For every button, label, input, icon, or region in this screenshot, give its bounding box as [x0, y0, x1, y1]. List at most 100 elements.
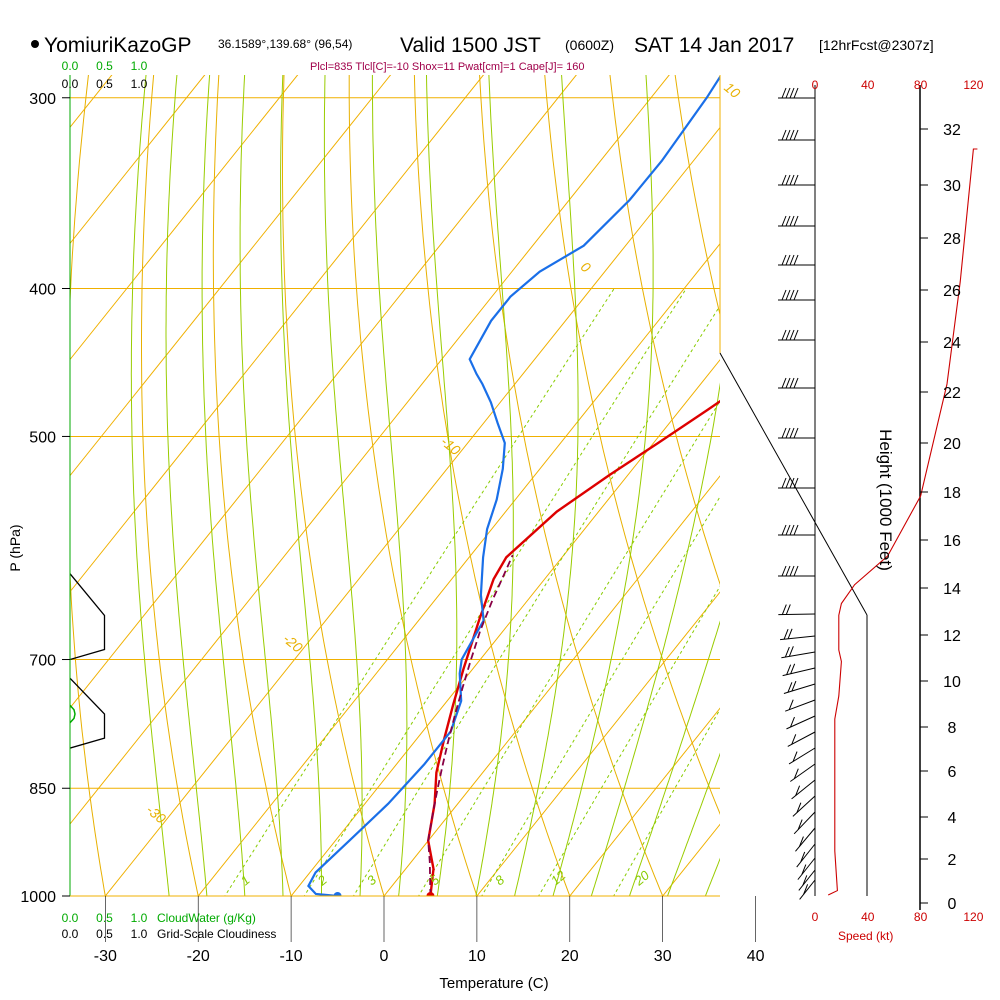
moist-adiabat-line — [165, 75, 208, 896]
mixing-ratio-label: 1 — [238, 872, 253, 888]
dry-adiabat-line — [609, 75, 720, 586]
wind-barb-flag — [785, 565, 791, 577]
wind-barb-flag — [793, 129, 799, 141]
wind-barb-flag — [793, 329, 799, 341]
isotherm-line — [197, 242, 720, 896]
height-tick-label: 6 — [948, 764, 957, 781]
valid-time-utc: (0600Z) — [565, 37, 614, 53]
dry-adiabat-label: -20 — [280, 630, 306, 655]
bottom-speed-tick: 40 — [861, 910, 875, 924]
dewpoint-line — [307, 75, 720, 896]
moist-adiabat-line — [475, 75, 514, 896]
height-tick-label: 14 — [943, 581, 961, 598]
wind-barb-flag — [793, 524, 799, 536]
stability-indices: Plcl=835 Tlcl[C]=-10 Shox=11 Pwat[cm]=1 … — [310, 61, 584, 73]
dry-adiabat-label: 0 — [578, 258, 594, 275]
wind-barb-flag — [791, 734, 797, 745]
wind-barb-staff — [791, 779, 816, 800]
wind-barb-flag — [793, 254, 799, 266]
wind-barb-flag — [781, 215, 787, 227]
wind-barb-flag — [781, 565, 787, 577]
sounding-series — [307, 75, 720, 896]
wind-barb-flag — [798, 836, 804, 847]
isotherm-line — [476, 591, 720, 896]
wind-barb-flag — [802, 875, 808, 886]
thermo-plot-area — [70, 0, 1000, 928]
wind-barb-flag — [801, 864, 807, 875]
height-tick-label: 32 — [943, 122, 961, 139]
wind-barb-flag — [793, 215, 799, 227]
isotherm-line — [290, 359, 720, 896]
height-tick-label: 10 — [943, 674, 961, 691]
surface-temperature-point — [426, 892, 435, 896]
bottom-cloud-water-tick: 1.0 — [131, 911, 148, 925]
cloudiness-label: Grid-Scale Cloudiness — [157, 927, 276, 941]
valid-date: SAT 14 Jan 2017 — [634, 34, 794, 57]
wind-barb-flag — [785, 87, 791, 99]
wind-barb-flag — [785, 254, 791, 266]
moist-adiabat-line — [590, 382, 720, 896]
dry-adiabat-line — [970, 0, 1000, 928]
wind-barb-flag — [788, 646, 794, 657]
wind-barb-staff — [797, 857, 816, 880]
isotherm-line — [70, 75, 485, 593]
wind-barb-staff — [780, 635, 816, 641]
wind-barb-flag — [790, 663, 796, 674]
moist-adiabat-line — [201, 75, 246, 896]
isotherm-line — [70, 75, 113, 129]
top-cloud-water-tick: 1.0 — [131, 59, 148, 73]
wind-barb-staff — [781, 651, 816, 659]
height-tick-label: 20 — [943, 436, 961, 453]
wind-barb-staff — [786, 715, 816, 730]
dry-adiabat-label: -30 — [143, 801, 169, 826]
mixing-ratio-line — [418, 400, 720, 896]
dry-adiabat-line — [908, 0, 1000, 928]
dry-adiabat-line — [544, 75, 720, 816]
wind-barb-flag — [789, 329, 795, 341]
bottom-speed-tick: 120 — [963, 910, 983, 924]
top-speed-tick: 0 — [812, 78, 819, 92]
moist-adiabat-line — [371, 75, 408, 896]
height-tick-label: 12 — [943, 628, 961, 645]
top-cloudiness-tick: 0.0 — [62, 77, 79, 91]
moist-adiabat-line — [552, 75, 654, 896]
moist-adiabat-line — [514, 75, 579, 896]
moist-adiabat-line — [130, 75, 170, 896]
height-tick-label: 16 — [943, 533, 961, 550]
wind-barb-flag — [781, 289, 787, 301]
wind-barb-flag — [786, 664, 792, 675]
top-cloud-water-tick: 0.5 — [96, 59, 113, 73]
pressure-tick-label: 400 — [29, 281, 56, 298]
y-axis-label: P (hPa) — [7, 524, 23, 571]
dry-adiabat-line — [479, 75, 664, 896]
wind-barb-flag — [781, 377, 787, 389]
mixing-ratio-line — [352, 304, 720, 896]
height-tick-label: 26 — [943, 283, 961, 300]
dry-adiabat-line — [70, 75, 106, 896]
height-tick-label: 2 — [948, 852, 957, 869]
wind-barb-flag — [785, 477, 791, 489]
height-tick-label: 4 — [948, 810, 957, 827]
wind-barb-flag — [793, 174, 799, 186]
forecast-label: [12hrFcst@2307z] — [819, 37, 934, 53]
moist-adiabat-line — [666, 752, 720, 896]
wind-barb-flag — [781, 129, 787, 141]
wind-barb-flag — [790, 716, 795, 728]
moist-adiabat-lines — [130, 75, 720, 896]
temperature-tick-label: 10 — [468, 948, 486, 965]
wind-barb-flag — [788, 699, 794, 710]
adiabat-labels: 100-10-20-300102030123581220 — [143, 79, 743, 889]
temperature-line — [426, 399, 720, 896]
pressure-tick-label: 700 — [29, 653, 56, 670]
cloud-water-line — [70, 704, 76, 724]
wind-barb-flag — [793, 768, 799, 779]
wind-barb-flag — [781, 174, 787, 186]
isotherm-line — [849, 0, 1000, 896]
top-cloud-water-tick: 0.0 — [62, 59, 79, 73]
wind-barb-staff — [778, 613, 816, 616]
wind-barb-flag — [785, 524, 791, 536]
bottom-speed-tick: 0 — [812, 910, 819, 924]
speed-axis-label: Speed (kt) — [838, 929, 893, 943]
wind-barb-flag — [781, 87, 787, 99]
height-tick-label: 8 — [948, 720, 957, 737]
